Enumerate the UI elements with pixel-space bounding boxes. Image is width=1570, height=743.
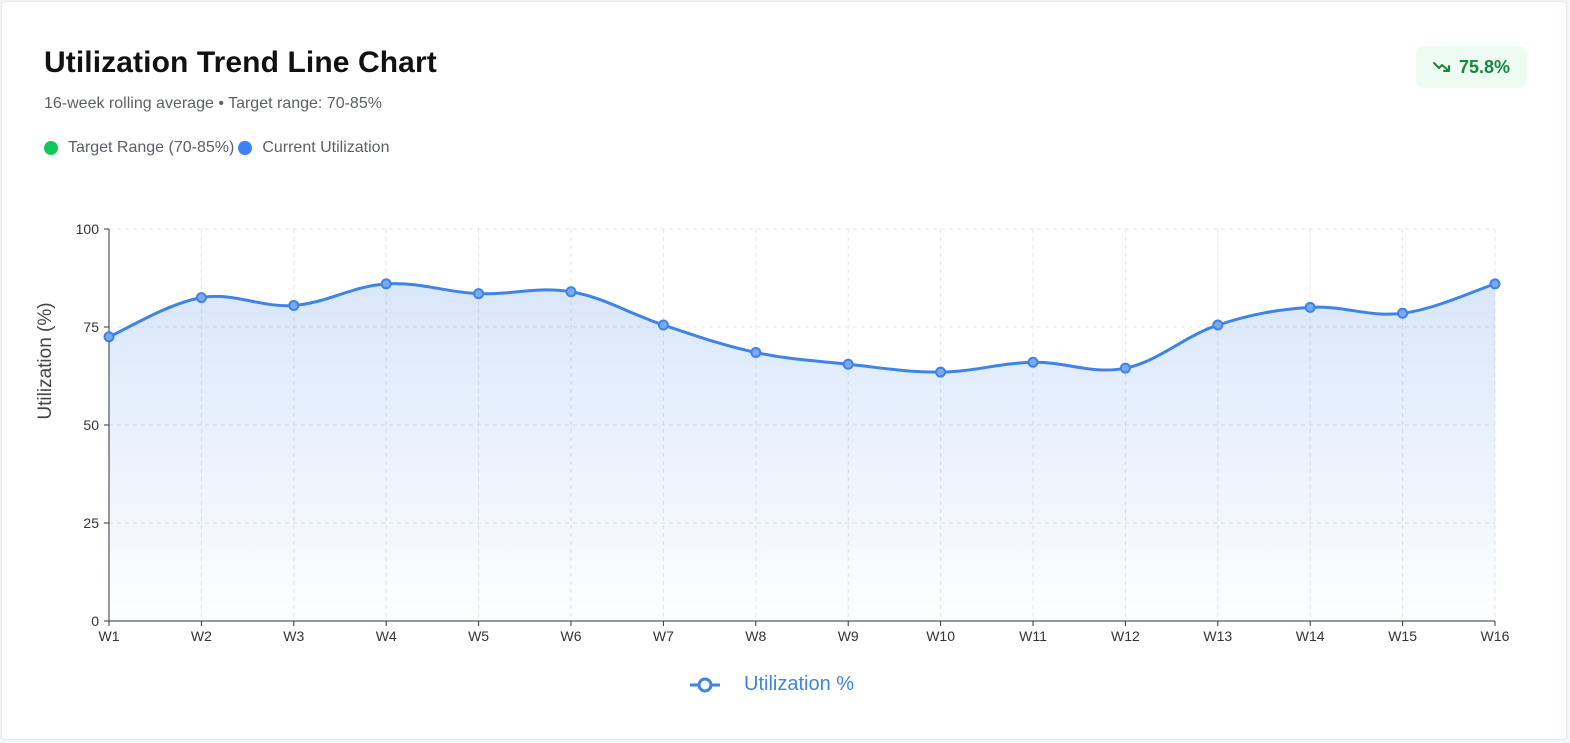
x-tick-label: W7 — [653, 628, 674, 644]
x-tick-label: W11 — [1019, 628, 1047, 644]
current-utilization-dot-icon — [238, 141, 253, 155]
data-point — [1212, 319, 1224, 331]
x-tick-label: W12 — [1111, 628, 1140, 644]
y-tick-label: 25 — [83, 515, 99, 531]
y-tick-label: 0 — [91, 613, 99, 629]
legend-marker-icon — [697, 677, 713, 693]
data-point — [1119, 362, 1131, 374]
data-point — [380, 278, 392, 290]
y-tick-labels: 0 25 50 75 100 — [76, 221, 100, 629]
data-point — [288, 299, 300, 311]
x-tick-label: W10 — [926, 628, 955, 644]
data-point — [1304, 301, 1316, 313]
target-range-dot-icon — [44, 141, 58, 155]
chart-subtitle: 16-week rolling average • Target range: … — [44, 95, 382, 112]
legend-series-label: Utilization % — [744, 673, 854, 695]
x-tick-label: W15 — [1388, 628, 1417, 644]
x-tick-label: W4 — [376, 628, 397, 644]
data-point — [1027, 356, 1039, 368]
y-tick-label: 75 — [83, 319, 99, 335]
x-tick-label: W3 — [283, 628, 304, 644]
data-point — [657, 319, 669, 331]
x-tick-label: W13 — [1203, 628, 1232, 644]
data-point — [103, 331, 115, 343]
bottom-legend[interactable]: Utilization % — [690, 673, 854, 695]
y-tick-label: 50 — [83, 417, 99, 433]
x-tick-label: W8 — [745, 628, 766, 644]
x-tick-label: W9 — [838, 628, 859, 644]
x-tick-label: W16 — [1481, 628, 1510, 644]
legend-item-target-range: Target Range (70-85%) — [44, 139, 234, 157]
data-points — [103, 278, 1501, 378]
data-point — [565, 286, 577, 298]
x-tick-label: W5 — [468, 628, 489, 644]
chart-axes — [104, 228, 1496, 626]
data-point — [935, 366, 947, 378]
utilization-badge: 75.8% — [1416, 46, 1527, 88]
top-legend: Target Range (70-85%) Current Utilizatio… — [44, 139, 389, 157]
y-axis-title: Utilization (%) — [35, 302, 56, 419]
page-title: Utilization Trend Line Chart — [44, 46, 437, 79]
utilization-line — [107, 282, 1497, 374]
x-tick-labels: W1 W2 W3 W4 W5 W6 W7 W8 W9 W10 W11 W12 W13 W14 W15 W16 — [99, 628, 1510, 644]
y-tick-label: 100 — [76, 221, 100, 237]
x-tick-label: W1 — [99, 628, 120, 644]
legend-item-current-utilization: Current Utilization — [234, 139, 389, 157]
data-point — [473, 288, 485, 300]
data-point — [195, 292, 207, 304]
data-point — [842, 358, 854, 370]
data-point — [1397, 307, 1409, 319]
x-tick-label: W14 — [1296, 628, 1325, 644]
data-point — [750, 346, 762, 358]
utilization-area — [109, 283, 1495, 621]
x-tick-label: W2 — [191, 628, 212, 644]
data-point — [1489, 278, 1501, 290]
x-tick-label: W6 — [561, 628, 582, 644]
trend-down-icon — [1432, 62, 1450, 72]
badge-value: 75.8% — [1458, 56, 1511, 77]
legend-label-current-utilization: Current Utilization — [262, 139, 390, 156]
legend-label-target-range: Target Range (70-85%) — [68, 139, 235, 156]
